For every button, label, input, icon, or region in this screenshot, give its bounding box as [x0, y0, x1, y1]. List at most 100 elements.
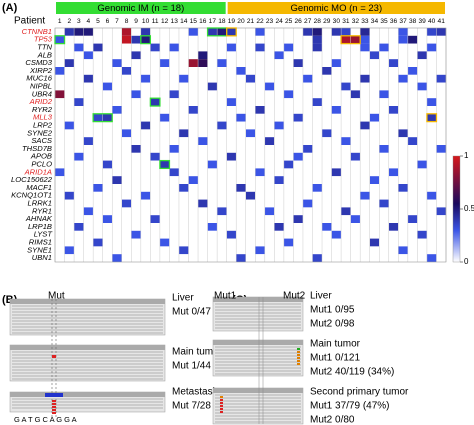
heat-cell [322, 43, 332, 52]
heat-cell [93, 82, 103, 91]
heat-cell [407, 59, 418, 67]
heat-cell [121, 113, 132, 122]
heat-cell [312, 28, 323, 36]
heat-cell [293, 207, 303, 216]
heat-cell [178, 230, 189, 239]
heat-cell [131, 137, 141, 145]
heat-cell [379, 230, 389, 239]
heat-cell [121, 98, 132, 106]
heat-cell [64, 51, 75, 60]
heat-cell [140, 74, 151, 83]
heat-cell [341, 254, 351, 262]
heat-cell [55, 254, 65, 262]
heat-cell [283, 35, 294, 44]
heat-cell [226, 82, 237, 91]
heat-cell [388, 254, 399, 262]
heat-cell [436, 82, 446, 91]
heat-cell [436, 67, 446, 75]
heat-cell [312, 168, 323, 177]
heat-cell [198, 160, 208, 169]
heat-cell [226, 35, 237, 44]
heat-cell [293, 230, 303, 239]
patient-label: 40 [428, 18, 436, 25]
heat-cell [169, 160, 179, 169]
heat-cell [255, 113, 265, 122]
heat-cell [74, 176, 84, 184]
heat-cell [245, 82, 256, 91]
heat-cell [198, 51, 208, 60]
heat-cell [245, 121, 256, 130]
heat-cell [102, 28, 113, 36]
heat-cell [255, 176, 265, 184]
heat-cell [369, 28, 380, 36]
heat-cell [407, 199, 418, 208]
heat-cell [93, 199, 103, 208]
heat-cell [293, 215, 303, 223]
heat-cell [426, 82, 437, 91]
heat-cell [293, 254, 303, 262]
heat-cell [169, 121, 179, 130]
heat-cell [407, 238, 418, 247]
heat-cell [407, 90, 418, 99]
heat-cell [55, 160, 65, 169]
heat-cell [255, 137, 265, 145]
heat-cell [388, 191, 399, 200]
heat-cell [417, 238, 427, 247]
heat-cell [274, 223, 284, 231]
heat-cell [140, 67, 151, 75]
heat-cell [283, 82, 294, 91]
heat-cell [198, 74, 208, 83]
heat-cell [188, 35, 199, 44]
heat-cell [64, 168, 75, 177]
heat-cell [369, 215, 380, 223]
heat-cell [302, 106, 313, 114]
heat-cell [417, 106, 427, 114]
heat-cell [264, 176, 275, 184]
heat-cell [83, 160, 94, 169]
heat-cell [417, 230, 427, 239]
heat-cell [112, 35, 122, 44]
heat-cell [436, 35, 446, 44]
patient-label: 13 [171, 18, 179, 25]
heat-cell [274, 215, 284, 223]
heat-cell [283, 184, 294, 192]
heat-cell [302, 223, 313, 231]
heat-cell [150, 207, 160, 216]
heat-cell [226, 121, 237, 130]
heat-cell [121, 230, 132, 239]
heat-cell [188, 160, 199, 169]
heat-cell [198, 145, 208, 153]
heat-cell [64, 238, 75, 247]
heat-cell [331, 254, 342, 262]
coverage [10, 392, 165, 397]
heat-cell [140, 113, 151, 122]
heat-cell [417, 191, 427, 200]
gene-label: ARID1A [24, 167, 52, 176]
heat-cell [83, 98, 94, 106]
heat-cell [140, 106, 151, 114]
patient-label: 1 [58, 18, 62, 25]
heat-cell [426, 160, 437, 169]
heat-cell [74, 98, 84, 106]
variant [52, 355, 56, 358]
heat-cell [140, 238, 151, 247]
heat-cell [417, 35, 427, 44]
heat-cell [121, 160, 132, 169]
heat-cell [322, 113, 332, 122]
heat-cell [226, 51, 237, 60]
heat-cell [83, 246, 94, 255]
highlight-box [92, 113, 113, 123]
heat-cell [407, 113, 418, 122]
heat-cell [112, 74, 122, 83]
heat-cell [312, 90, 323, 99]
heat-cell [379, 51, 389, 60]
heat-cell [264, 238, 275, 247]
heat-cell [302, 98, 313, 106]
heat-cell [302, 191, 313, 200]
heat-cell [302, 152, 313, 161]
heat-cell [350, 184, 361, 192]
heat-cell [274, 35, 284, 44]
heat-cell [74, 238, 84, 247]
heat-cell [150, 215, 160, 223]
heat-cell [369, 59, 380, 67]
